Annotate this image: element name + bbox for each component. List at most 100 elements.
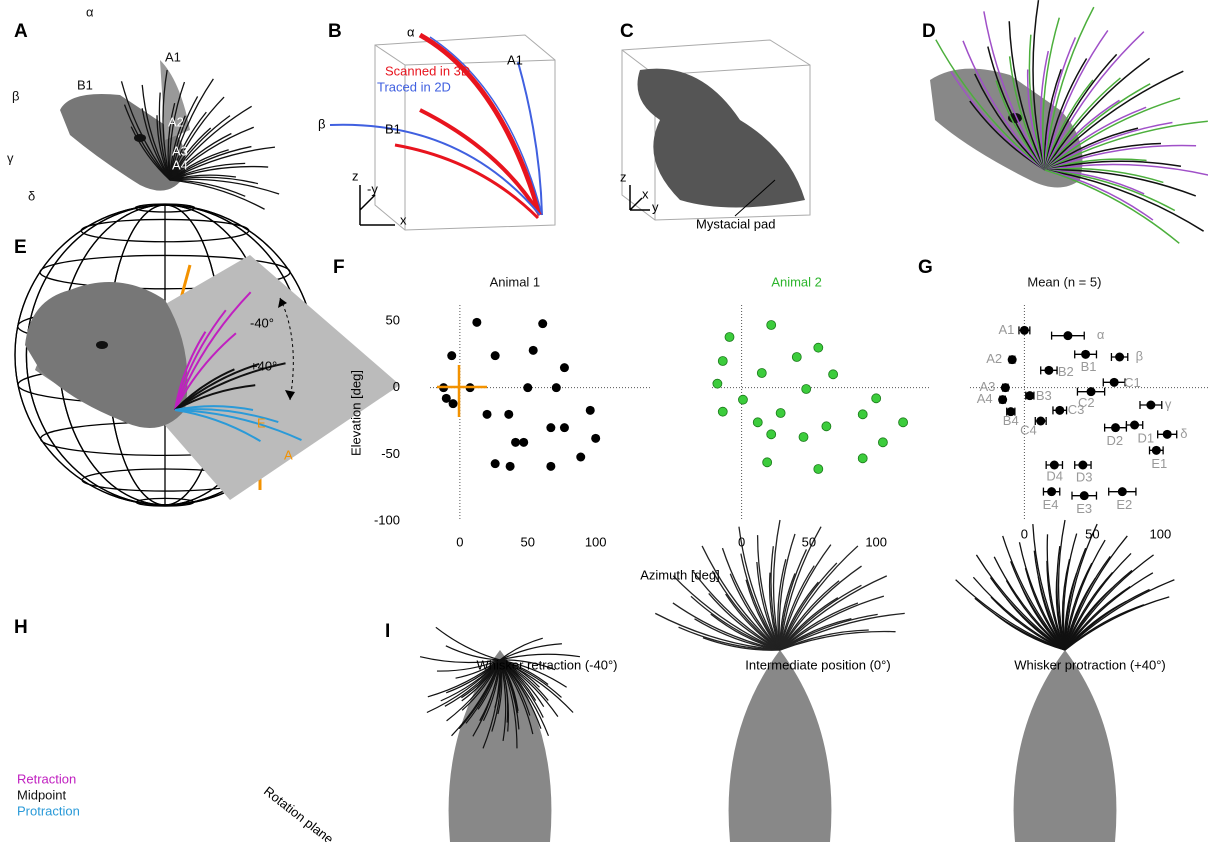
panel-label: H [14, 617, 28, 638]
data-point [538, 319, 547, 328]
data-point [519, 438, 528, 447]
point-label: A4 [977, 391, 993, 406]
data-point [529, 346, 538, 355]
point-label: α [1097, 327, 1105, 342]
data-point [491, 351, 500, 360]
data-point [763, 458, 772, 467]
label: z [620, 169, 627, 184]
label: α [407, 24, 415, 39]
point-label: A1 [998, 322, 1014, 337]
data-point [1118, 487, 1127, 496]
panel-title: Whisker protraction (+40°) [1014, 657, 1166, 672]
label: x [400, 212, 407, 227]
figure: Animal 1050100-100-50050Azimuth [deg]Ele… [0, 0, 1208, 842]
label: B1 [77, 77, 93, 92]
label: y [652, 199, 659, 214]
data-point [767, 430, 776, 439]
point-label: E4 [1043, 497, 1059, 512]
data-point [1008, 355, 1017, 364]
y-tick-label: -100 [374, 512, 400, 527]
data-point [899, 418, 908, 427]
data-point [1146, 401, 1155, 410]
point-label: C3 [1068, 402, 1085, 417]
data-point [1036, 417, 1045, 426]
data-point [1001, 383, 1010, 392]
data-point [449, 399, 458, 408]
label: -40° [250, 315, 274, 330]
data-point [829, 370, 838, 379]
label: A3 [172, 143, 188, 158]
label: x [642, 186, 649, 201]
data-point [1078, 461, 1087, 470]
data-point [858, 410, 867, 419]
label: +40° [250, 358, 277, 373]
x-tick-label: 50 [1085, 526, 1099, 541]
point-label: D1 [1138, 430, 1155, 445]
data-point [1081, 350, 1090, 359]
label: z [352, 168, 359, 183]
data-point [447, 351, 456, 360]
data-point [1050, 461, 1059, 470]
data-point [1006, 407, 1015, 416]
data-point [591, 434, 600, 443]
label: β [318, 116, 325, 131]
x-tick-label: 100 [585, 534, 607, 549]
y-tick-label: -50 [381, 446, 400, 461]
panel-label: A [14, 21, 28, 42]
data-point [814, 343, 823, 352]
data-point [718, 357, 727, 366]
data-point [776, 409, 785, 418]
data-point [757, 369, 766, 378]
label: Mystacial pad [696, 216, 775, 231]
chart-title: Mean (n = 5) [1027, 274, 1101, 289]
data-point [753, 418, 762, 427]
point-label: β [1136, 348, 1143, 363]
data-point [713, 379, 722, 388]
panel-label: E [14, 237, 27, 258]
y-tick-label: 0 [393, 379, 400, 394]
label: δ [28, 188, 35, 203]
x-tick-label: 0 [1021, 526, 1028, 541]
page: Animal 1050100-100-50050Azimuth [deg]Ele… [0, 0, 1208, 847]
label: A [284, 447, 293, 462]
point-label: E1 [1151, 456, 1167, 471]
point-label: D2 [1107, 433, 1124, 448]
data-point [586, 406, 595, 415]
data-point [1163, 430, 1172, 439]
point-label: δ [1180, 426, 1187, 441]
panel-label: D [922, 21, 936, 42]
data-point [799, 433, 808, 442]
data-point [767, 321, 776, 330]
label: A2 [168, 114, 184, 129]
label: B1 [385, 121, 401, 136]
data-point [1055, 406, 1064, 415]
label: α [86, 4, 94, 19]
label: A1 [507, 52, 523, 67]
panel-title: Intermediate position (0°) [745, 657, 890, 672]
point-label: γ [1165, 396, 1172, 411]
point-label: B3 [1036, 388, 1052, 403]
label: A4 [172, 157, 188, 172]
point-label: A2 [986, 351, 1002, 366]
x-tick-label: 0 [738, 534, 745, 549]
data-point [560, 423, 569, 432]
data-point [1044, 366, 1053, 375]
data-point [725, 333, 734, 342]
legend-entry: Midpoint [17, 787, 67, 802]
x-tick-label: 100 [865, 534, 887, 549]
data-point [523, 383, 532, 392]
data-point [472, 318, 481, 327]
data-point [511, 438, 520, 447]
point-label: C1 [1124, 375, 1141, 390]
data-point [483, 410, 492, 419]
panel-label: B [328, 21, 342, 42]
point-label: D4 [1046, 468, 1063, 483]
panel-label: F [333, 257, 345, 278]
data-point [552, 383, 561, 392]
data-point [560, 363, 569, 372]
label: β [12, 88, 19, 103]
data-point [491, 459, 500, 468]
point-label: E3 [1076, 501, 1092, 516]
data-point [792, 353, 801, 362]
data-point [1152, 446, 1161, 455]
